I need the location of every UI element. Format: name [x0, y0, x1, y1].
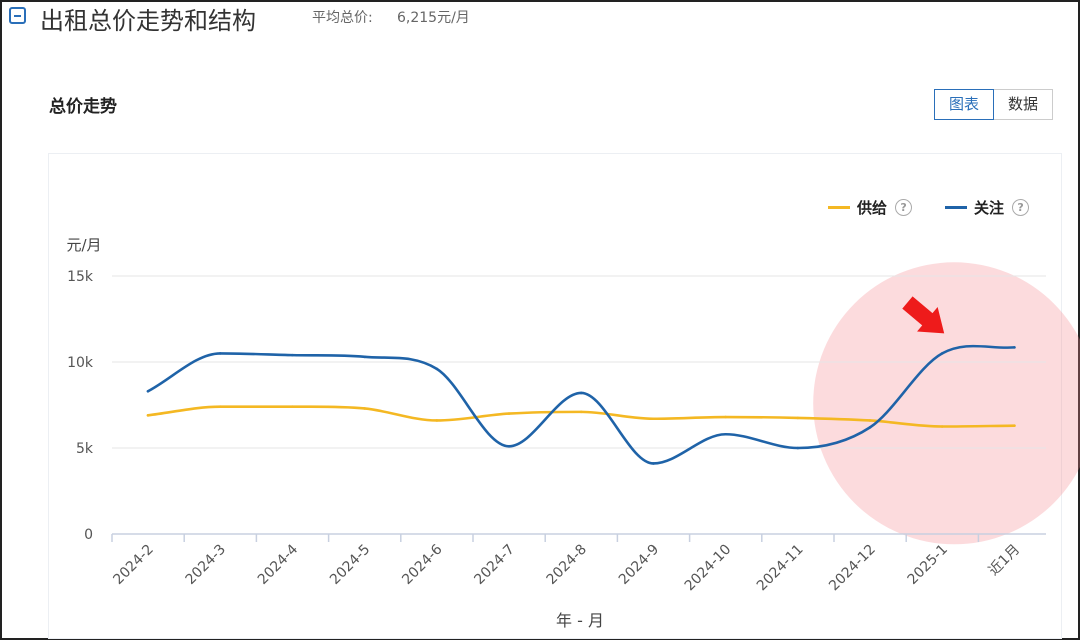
view-toggle: 图表 数据 — [934, 89, 1054, 120]
data-point — [1013, 424, 1016, 427]
chart-view-button[interactable]: 图表 — [934, 89, 995, 120]
data-point — [579, 410, 583, 414]
legend-item-attention[interactable]: 关注 ? — [945, 197, 1030, 218]
data-point — [435, 367, 439, 371]
y-tick-label: 15k — [67, 269, 94, 285]
data-point — [291, 405, 294, 409]
data-point — [868, 426, 872, 429]
x-tick-label: 2025-1 — [905, 542, 951, 588]
data-point — [363, 407, 366, 410]
help-icon[interactable]: ? — [1012, 199, 1030, 216]
data-point — [652, 417, 655, 421]
data-point — [796, 446, 800, 450]
x-tick-label: 2024-9 — [616, 542, 662, 588]
x-tick-label: 2024-2 — [110, 542, 156, 588]
x-tick-label: 2024-4 — [255, 541, 301, 587]
x-tick-label: 2024-3 — [183, 542, 229, 588]
x-tick-label: 近1月 — [986, 542, 1023, 579]
y-tick-label: 0 — [84, 527, 93, 543]
data-point — [796, 416, 800, 420]
legend-label-supply: 供给 — [857, 199, 888, 217]
arrow-icon — [902, 296, 945, 334]
data-point — [146, 389, 150, 393]
legend-swatch-supply — [828, 206, 850, 209]
x-tick-label: 2024-5 — [327, 542, 373, 588]
legend-label-attention: 关注 — [974, 199, 1005, 217]
x-tick-label: 2024-10 — [682, 542, 735, 595]
data-point — [435, 419, 439, 422]
x-tick-label: 2024-6 — [399, 541, 445, 587]
data-point — [218, 352, 222, 355]
y-tick-label: 5k — [76, 441, 94, 457]
y-axis-label: 元/月 — [66, 236, 101, 254]
x-tick-label: 2024-11 — [754, 542, 807, 595]
data-point — [940, 425, 944, 428]
x-tick-label: 2024-7 — [471, 542, 517, 588]
data-point — [1013, 346, 1016, 349]
data-point — [507, 412, 511, 415]
data-point — [724, 432, 727, 436]
data-point — [724, 415, 727, 419]
collapse-icon[interactable] — [9, 7, 26, 24]
y-tick-label: 10k — [67, 355, 94, 371]
section-title: 出租总价走势和结构 — [40, 7, 256, 35]
panel-title: 总价走势 — [49, 97, 117, 117]
x-tick-label: 2024-8 — [544, 542, 590, 588]
average-price-value: 6,215元/月 — [397, 10, 470, 26]
data-point — [579, 391, 583, 395]
x-tick-label: 2024-12 — [826, 542, 879, 595]
data-point — [868, 419, 872, 422]
data-view-button[interactable]: 数据 — [994, 89, 1054, 120]
legend-item-supply[interactable]: 供给 ? — [828, 197, 913, 218]
data-point — [507, 444, 511, 448]
data-point — [652, 462, 655, 465]
arrow-annotation — [902, 296, 945, 334]
legend-swatch-attention — [945, 206, 967, 209]
help-icon[interactable]: ? — [895, 199, 913, 216]
highlight-circle — [813, 262, 1080, 545]
x-axis-label: 年 - 月 — [556, 611, 604, 630]
data-point — [218, 405, 222, 409]
chart-container — [48, 153, 1062, 639]
average-price-label: 平均总价: — [312, 10, 373, 26]
data-point — [291, 353, 294, 357]
data-point — [363, 355, 366, 359]
data-point — [940, 352, 944, 355]
data-point — [146, 414, 150, 417]
